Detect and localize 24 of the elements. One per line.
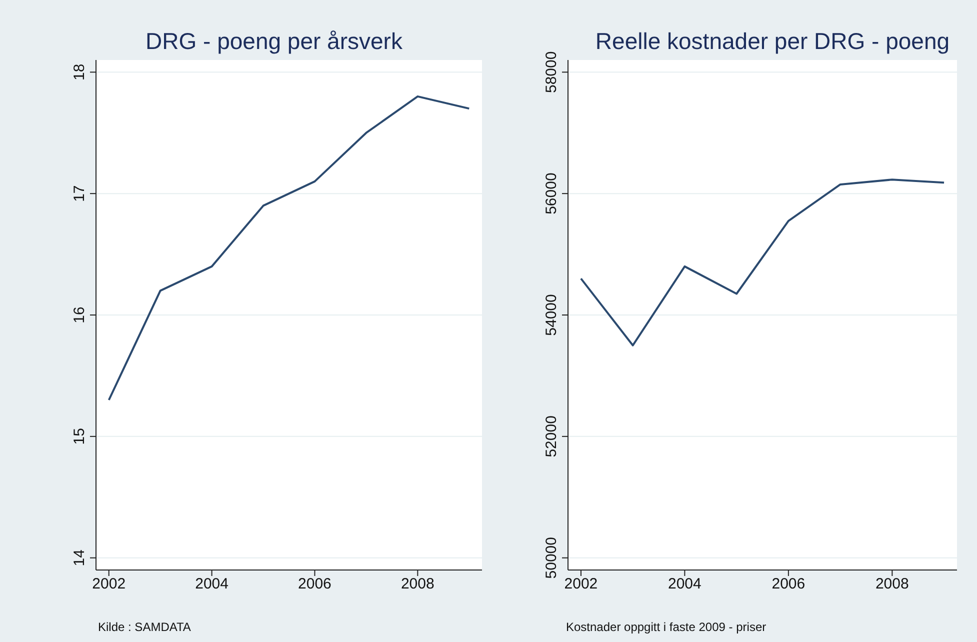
x-tick-label: 2006 (772, 576, 806, 593)
chart-title: Reelle kostnader per DRG - poeng (595, 28, 950, 54)
y-tick-label: 14 (71, 550, 88, 566)
x-tick-label: 2008 (400, 576, 434, 593)
text: Kilde : SAMDATA (98, 620, 191, 634)
x-tick-label: 2002 (92, 576, 126, 593)
y-tick-label: 16 (71, 306, 88, 324)
y-tick-label: 56000 (543, 172, 560, 214)
line-series (108, 95, 470, 401)
y-tick-label: 58000 (543, 51, 560, 93)
x-tick-label: 2002 (564, 576, 598, 593)
x-tick-label: 2008 (875, 576, 909, 593)
y-tick-label: 50000 (543, 537, 560, 579)
y-tick-label: 54000 (543, 294, 560, 336)
x-tick-label: 2006 (298, 576, 332, 593)
y-tick-label: 15 (71, 428, 88, 445)
y-tick-label: 52000 (543, 416, 560, 458)
text: Kostnader oppgitt i faste 2009 - priser (566, 620, 766, 634)
y-tick-label: 17 (71, 185, 88, 202)
line-series (580, 178, 946, 346)
x-tick-label: 2004 (668, 576, 702, 593)
x-tick-label: 2004 (195, 576, 228, 593)
y-tick-label: 18 (71, 64, 88, 80)
chart-title: DRG - poeng per årsverk (144, 28, 404, 55)
